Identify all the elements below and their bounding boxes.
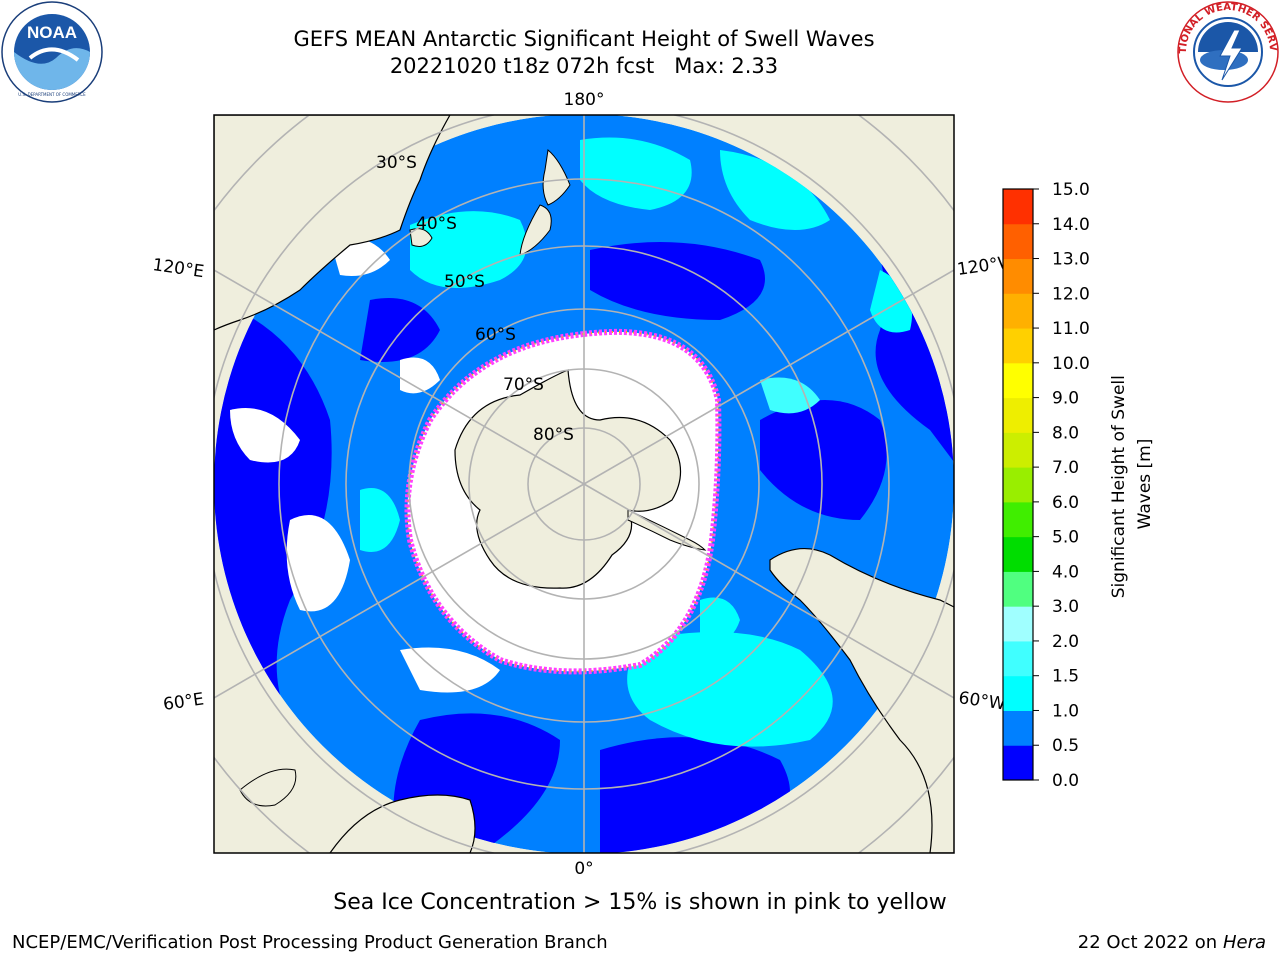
- colorbar-swatch: [1003, 501, 1033, 538]
- chart-title: GEFS MEAN Antarctic Significant Height o…: [293, 27, 875, 51]
- antarctica-landmass: [454, 369, 682, 589]
- chart-subtitle: 20221020 t18z 072h fcst Max: 2.33: [389, 54, 779, 78]
- colorbar-swatch: [1003, 328, 1033, 364]
- colorbar-tick-label: 7.0: [1052, 458, 1079, 478]
- latitude-label-70s: 70°S: [503, 375, 544, 395]
- sea-ice-note: Sea Ice Concentration > 15% is shown in …: [333, 890, 947, 915]
- colorbar-tick-label: 9.0: [1052, 389, 1079, 409]
- date-stamp: 22 Oct 2022 on Hera: [1078, 932, 1266, 953]
- colorbar-swatch: [1003, 397, 1033, 433]
- latitude-label-80s: 80°S: [533, 425, 574, 445]
- colorbar-swatch: [1003, 258, 1033, 294]
- map-frame: [213, 114, 955, 854]
- colorbar-swatch: [1003, 745, 1033, 781]
- colorbar-tick-label: 1.0: [1052, 701, 1079, 721]
- colorbar-tick-label: 12.0: [1052, 284, 1090, 304]
- latitude-label-50s: 50°S: [444, 272, 485, 292]
- colorbar-swatch: [1003, 223, 1033, 260]
- colorbar-tick-label: 3.0: [1052, 597, 1079, 617]
- longitude-label-lower-left: 60°E: [162, 689, 205, 714]
- africa-landmass: [329, 794, 476, 853]
- national-weather-service-logo: NATIONAL WEATHER SERVICE: [1176, 0, 1279, 103]
- new-zealand-landmass: [542, 149, 571, 206]
- longitude-label-upper-left: 120°E: [151, 255, 205, 282]
- colorbar-tick-label: 0.0: [1052, 771, 1079, 791]
- latitude-label-40s: 40°S: [416, 214, 457, 234]
- longitude-label-top: 180°: [564, 90, 605, 110]
- credit-line: NCEP/EMC/Verification Post Processing Pr…: [12, 932, 608, 953]
- colorbar-tick-label: 2.0: [1052, 632, 1079, 652]
- colorbar-swatch: [1003, 189, 1033, 225]
- colorbar-tick-label: 11.0: [1052, 319, 1090, 339]
- colorbar-tick-label: 5.0: [1052, 528, 1079, 548]
- colorbar-label: Significant Height of Swell Waves [m]: [1109, 370, 1155, 599]
- colorbar-tick-label: 6.0: [1052, 493, 1079, 513]
- colorbar-swatch: [1003, 432, 1033, 468]
- australia-landmass: [214, 115, 451, 331]
- colorbar-tick-label: 14.0: [1052, 215, 1090, 235]
- latitude-label-60s: 60°S: [475, 325, 516, 345]
- colorbar-swatch: [1003, 571, 1033, 607]
- longitude-label-lower-right: 60°W: [957, 688, 1006, 714]
- colorbar: 0.0 0.5 1.0 1.5 2.0 3.0 4.0 5.0 6.0 7.0 8.0 9.0 10.0…: [1002, 180, 1090, 791]
- colorbar-tick-label: 10.0: [1052, 354, 1090, 374]
- longitude-label-bottom: 0°: [574, 859, 593, 879]
- colorbar-swatch: [1003, 293, 1033, 329]
- south-america-landmass: [769, 547, 954, 853]
- colorbar-tick-label: 0.5: [1052, 736, 1079, 756]
- date-text: 22 Oct 2022 on: [1077, 932, 1218, 953]
- colorbar-swatch: [1003, 362, 1033, 399]
- colorbar-swatch: [1003, 675, 1033, 711]
- colorbar-swatch: [1003, 606, 1033, 642]
- svg-text:NOAA: NOAA: [27, 23, 77, 42]
- colorbar-swatch: [1003, 710, 1033, 746]
- colorbar-tick-label: 4.0: [1052, 562, 1079, 582]
- svg-text:U.S. DEPARTMENT OF COMMERCE: U.S. DEPARTMENT OF COMMERCE: [18, 92, 86, 97]
- colorbar-tick-label: 8.0: [1052, 423, 1079, 443]
- latitude-label-30s: 30°S: [376, 153, 417, 173]
- host-name: Hera: [1222, 932, 1266, 953]
- noaa-logo: NOAA U.S. DEPARTMENT OF COMMERCE: [1, 1, 103, 103]
- colorbar-swatch: [1003, 640, 1033, 677]
- colorbar-swatch: [1003, 467, 1033, 503]
- colorbar-swatch: [1003, 536, 1033, 572]
- colorbar-frame: [1002, 188, 1034, 781]
- sea-ice-edge: [404, 328, 722, 675]
- colorbar-tick-label: 13.0: [1052, 250, 1090, 270]
- longitude-graticule: [214, 115, 954, 853]
- colorbar-tick-label: 15.0: [1052, 180, 1090, 200]
- colorbar-tick-label: 1.5: [1052, 667, 1079, 687]
